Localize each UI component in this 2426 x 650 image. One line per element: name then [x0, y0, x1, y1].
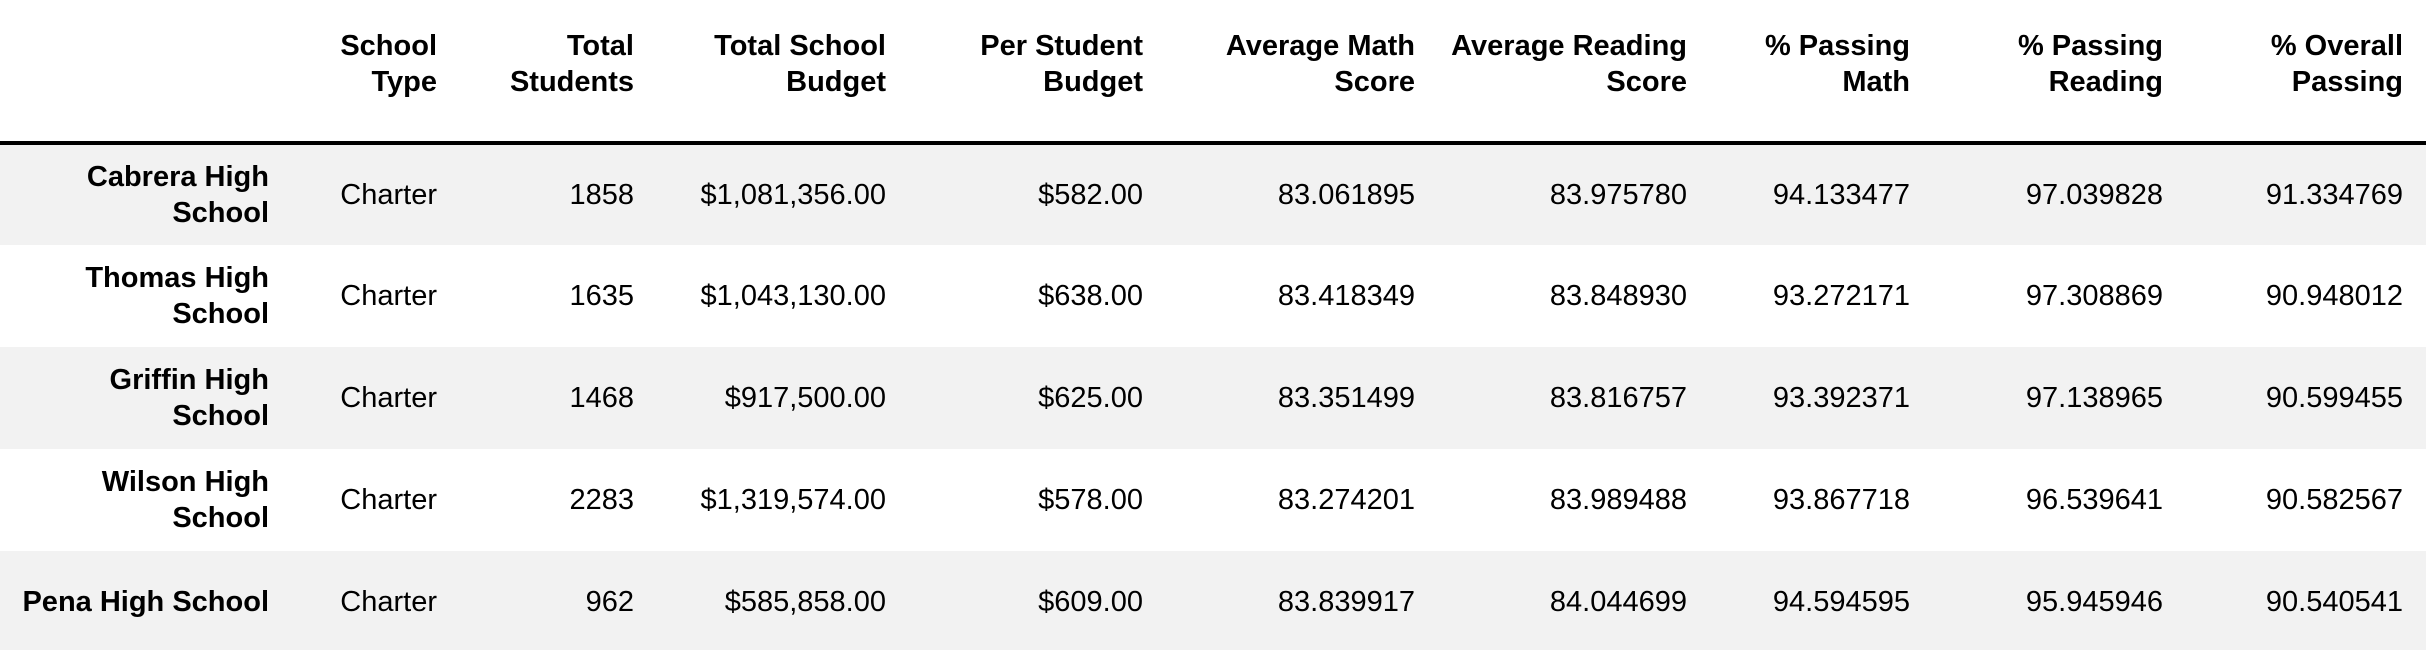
data-cell: 1635 — [569, 280, 634, 312]
data-cell: $1,043,130.00 — [700, 280, 886, 312]
data-cell: 90.582567 — [2265, 484, 2403, 516]
data-cell: 83.816757 — [1549, 382, 1687, 414]
column-header: Per Student Budget — [897, 0, 1154, 145]
data-cell: $638.00 — [1038, 280, 1143, 312]
data-cell: 1858 — [569, 179, 634, 211]
data-cell: Charter — [340, 484, 437, 516]
index-cell: Thomas High School — [85, 262, 269, 330]
data-cell: 90.599455 — [2265, 382, 2403, 414]
data-cell: 84.044699 — [1549, 586, 1687, 618]
data-cell: $917,500.00 — [724, 382, 886, 414]
data-cell: 93.272171 — [1772, 280, 1910, 312]
index-cell: Pena High School — [22, 586, 269, 618]
data-cell: Charter — [340, 586, 437, 618]
table-header: School Type Total Students Total School Bu… — [0, 0, 2426, 145]
data-cell: 2283 — [569, 484, 634, 516]
data-cell: 97.039828 — [2025, 179, 2163, 211]
data-cell: $1,319,574.00 — [700, 484, 886, 516]
data-cell: 83.839917 — [1277, 586, 1415, 618]
data-cell: 90.540541 — [2265, 586, 2403, 618]
data-cell: $1,081,356.00 — [700, 179, 886, 211]
data-cell: Charter — [340, 280, 437, 312]
data-cell: $625.00 — [1038, 382, 1143, 414]
column-header: School Type — [280, 0, 448, 145]
column-header: Average Reading Score — [1426, 0, 1698, 145]
data-cell: Charter — [340, 179, 437, 211]
column-header: % Overall Passing — [2174, 0, 2426, 145]
column-header: Total Students — [448, 0, 645, 145]
table-body: Cabrera High School Charter 1858 $1,081,356… — [0, 143, 2426, 650]
data-cell: $609.00 — [1038, 586, 1143, 618]
data-cell: 83.274201 — [1277, 484, 1415, 516]
data-cell: 96.539641 — [2025, 484, 2163, 516]
column-header: % Passing Reading — [1921, 0, 2174, 145]
table-row: Cabrera High School Charter 1858 $1,081,356… — [0, 143, 2426, 245]
table-row: Pena High School Charter 962 $585,858.00 $60… — [0, 551, 2426, 650]
data-cell: 95.945946 — [2025, 586, 2163, 618]
table-header-row: School Type Total Students Total School Bu… — [0, 0, 2426, 145]
data-cell: 97.308869 — [2025, 280, 2163, 312]
table-row: Thomas High School Charter 1635 $1,043,130.… — [0, 245, 2426, 347]
index-cell: Wilson High School — [101, 466, 269, 534]
column-header: % Passing Math — [1698, 0, 1921, 145]
data-cell: 97.138965 — [2025, 382, 2163, 414]
data-cell: 83.975780 — [1549, 179, 1687, 211]
data-cell: 94.133477 — [1772, 179, 1910, 211]
index-cell: Cabrera High School — [86, 161, 269, 229]
data-cell: 83.418349 — [1277, 280, 1415, 312]
column-header: Total School Budget — [645, 0, 897, 145]
data-cell: $585,858.00 — [724, 586, 886, 618]
data-cell: 93.392371 — [1772, 382, 1910, 414]
index-cell: Griffin High School — [109, 364, 269, 432]
data-cell: 93.867718 — [1772, 484, 1910, 516]
data-cell: $582.00 — [1038, 179, 1143, 211]
data-cell: 83.848930 — [1549, 280, 1687, 312]
table-row: Griffin High School Charter 1468 $917,500.0… — [0, 347, 2426, 449]
data-cell: 90.948012 — [2265, 280, 2403, 312]
column-header: Average Math Score — [1154, 0, 1426, 145]
data-cell: 83.989488 — [1549, 484, 1687, 516]
data-cell: 83.351499 — [1277, 382, 1415, 414]
data-cell: 91.334769 — [2265, 179, 2403, 211]
data-cell: $578.00 — [1038, 484, 1143, 516]
data-cell: 83.061895 — [1277, 179, 1415, 211]
table-row: Wilson High School Charter 2283 $1,319,574.… — [0, 449, 2426, 551]
data-cell: 962 — [585, 586, 634, 618]
data-cell: 94.594595 — [1772, 586, 1910, 618]
data-cell: Charter — [340, 382, 437, 414]
data-cell: 1468 — [569, 382, 634, 414]
index-column-header — [0, 0, 280, 145]
